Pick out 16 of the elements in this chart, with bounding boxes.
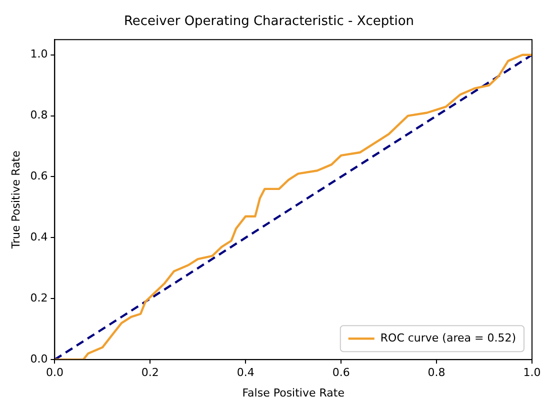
- x-tick-label: 0.2: [141, 366, 159, 380]
- y-tick-label: 0.4: [30, 230, 48, 244]
- y-tick-label: 0.0: [30, 352, 48, 366]
- y-tick-label: 0.2: [30, 292, 48, 305]
- y-axis-title: True Positive Rate: [9, 150, 22, 250]
- chart-title: Receiver Operating Characteristic - Xception: [124, 14, 414, 30]
- y-tick-label: 0.6: [30, 170, 48, 183]
- y-tick-label: 0.8: [30, 108, 48, 122]
- x-tick-label: 1.0: [523, 366, 541, 380]
- y-tick-label: 1.0: [30, 48, 48, 61]
- x-axis-title: False Positive Rate: [242, 386, 345, 400]
- x-tick-label: 0.8: [428, 366, 446, 380]
- x-tick-label: 0.6: [332, 366, 350, 380]
- x-tick-label: 0.4: [236, 366, 254, 380]
- x-tick-label: 0.0: [46, 366, 64, 380]
- legend-label: ROC curve (area = 0.52): [380, 331, 516, 344]
